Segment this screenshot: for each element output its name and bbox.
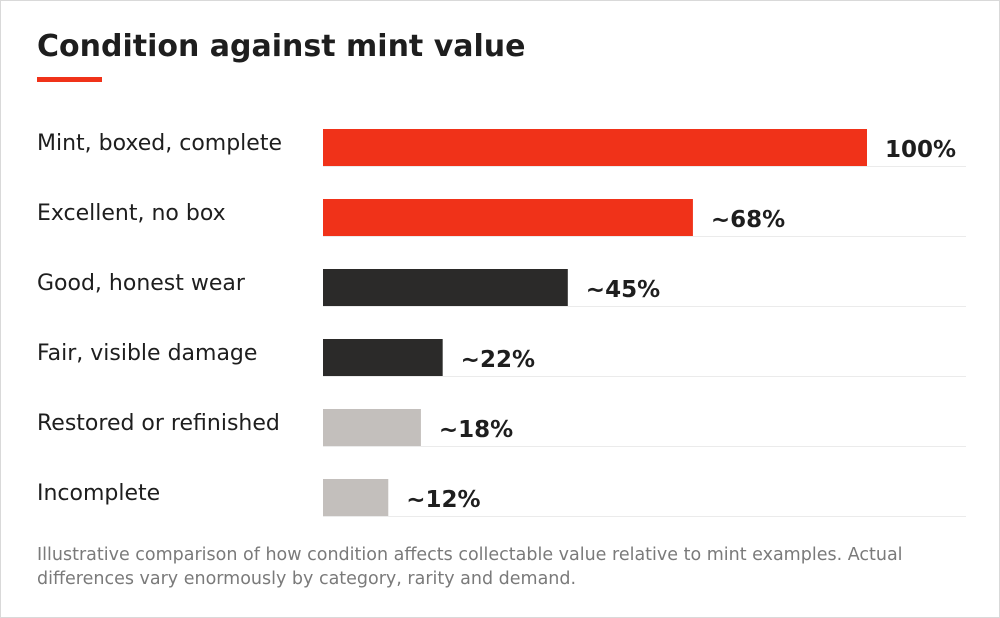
bar xyxy=(323,129,867,166)
category-label: Good, honest wear xyxy=(37,271,246,296)
category-label: Incomplete xyxy=(37,481,160,506)
category-label: Fair, visible damage xyxy=(37,341,257,366)
bar-chart: Mint, boxed, complete 100% Excellent, no b… xyxy=(37,129,966,517)
bar xyxy=(323,339,443,376)
data-label: 100% xyxy=(885,137,956,163)
data-label: ~18% xyxy=(439,417,513,443)
category-label: Restored or refinished xyxy=(37,411,280,436)
data-label: ~45% xyxy=(586,277,660,303)
chart-title: Condition against mint value xyxy=(37,29,526,64)
bar xyxy=(323,269,568,306)
category-label: Excellent, no box xyxy=(37,201,226,226)
footnote: Illustrative comparison of how condition… xyxy=(37,545,903,589)
data-label: ~22% xyxy=(461,347,535,373)
category-label: Mint, boxed, complete xyxy=(37,131,282,156)
title-accent-rule xyxy=(37,77,102,82)
bar xyxy=(323,409,421,446)
bar xyxy=(323,199,693,236)
bar xyxy=(323,479,389,516)
data-label: ~68% xyxy=(711,207,785,233)
data-label: ~12% xyxy=(406,487,480,513)
